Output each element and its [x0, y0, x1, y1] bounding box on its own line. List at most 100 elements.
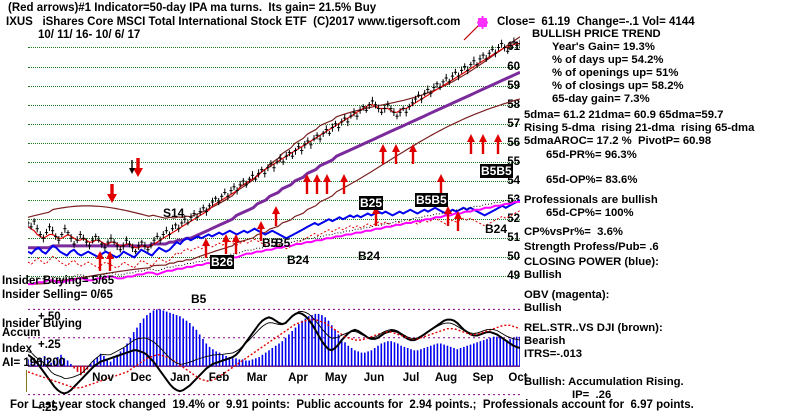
price-bars [28, 37, 520, 254]
lower-axis-minus25: -.25 [38, 402, 58, 414]
years-gain: Year's Gain= 19.3% [552, 41, 655, 53]
signal-label: B5 [275, 236, 291, 250]
closing-power-title: CLOSING POWER (blue): [524, 256, 659, 268]
x-axis-tick: Apr [288, 372, 308, 384]
gridline [28, 85, 520, 87]
x-axis-tick: Oct [508, 372, 528, 384]
accum-label-4: AI= 196/200 [2, 357, 65, 369]
signal-label: B24 [358, 249, 381, 263]
accum-label-2: Accum [2, 327, 41, 339]
y-axis-tick: 54 [507, 175, 520, 188]
obv-title: OBV (magenta): [524, 289, 610, 301]
op65: 65d-OP%= 83.6% [546, 174, 638, 186]
y-axis-tick: 51 [507, 232, 520, 245]
signal-label: B25 [359, 196, 384, 210]
gridline [28, 161, 520, 163]
gridline [28, 142, 520, 144]
aroc-pivot: 5dmaAROC= 17.2 % PivotP= 60.98 [524, 135, 712, 147]
openings-up: % of openings up= 51% [552, 67, 679, 79]
insider-selling-label: Insider Selling= 0/65 [2, 289, 113, 301]
days-up: % of days up= 54.2% [552, 54, 664, 66]
ma65-line [28, 70, 520, 250]
gridline [28, 257, 520, 259]
x-axis-tick: May [324, 372, 348, 384]
accum-label-3: Index [2, 343, 33, 355]
gridline [28, 276, 520, 278]
date-range-label: 10/ 11/ 16- 10/ 6/ 17 [38, 29, 141, 41]
x-axis-tick: Jun [363, 372, 385, 384]
cp-vs-pr: CP%vsPr%= 3.6% [524, 226, 623, 238]
relstr-title: REL.STR..VS DJI (brown): [524, 322, 663, 334]
axis-tick-left [26, 370, 27, 392]
x-axis-tick: Jan [170, 372, 190, 384]
y-axis-tick: 60 [507, 60, 520, 73]
pr65: 65d-PR%= 96.3% [546, 149, 637, 161]
x-axis-tick: Dec [130, 372, 152, 384]
gain-65day: 65-day gain= 7.3% [552, 93, 650, 105]
y-axis-tick: 49 [507, 270, 520, 283]
trend-title: BULLISH PRICE TREND [532, 28, 661, 40]
gridline [28, 219, 520, 221]
gridline [28, 66, 520, 68]
x-axis-tick: Aug [434, 372, 458, 384]
accumulation-bars [28, 309, 520, 376]
accum-overlay-black [28, 311, 520, 395]
signal-label: B26 [210, 255, 235, 269]
obv-line [28, 201, 520, 286]
symbol-and-name: IXUS iShares Core MSCI Total Internation… [6, 16, 460, 28]
lower-axis-plus25: +.25 [38, 339, 61, 351]
signal-label: B5 [262, 236, 278, 250]
y-axis-tick: 57 [507, 117, 520, 130]
closings-up: % of closings up= 58.2% [552, 80, 684, 92]
analysis-panel: BULLISH PRICE TREND Year's Gain= 19.3% %… [524, 28, 800, 401]
accumulation-index-canvas [28, 308, 520, 396]
y-axis-tick: 52 [507, 213, 520, 226]
strength-prof-pub: Strength Profess/Pub= .6 [524, 241, 659, 253]
accum-overlay-red [28, 318, 520, 389]
lower-axis-plus50: +.50 [38, 311, 61, 323]
gridline [28, 47, 520, 49]
ip-value: IP= .26 [572, 389, 612, 401]
x-axis-tick: Sep [472, 372, 494, 384]
closing-power-trendline [28, 210, 520, 269]
dma-values: 5dma= 61.2 21dma= 60.9 65dma=59.7 [524, 109, 724, 121]
accum-label-1: Insider Buying [2, 318, 82, 330]
cp65: 65d-CP%= 100% [546, 207, 634, 219]
y-axis-tick: 50 [507, 251, 520, 264]
price-series-canvas [28, 36, 520, 286]
gridline [28, 104, 520, 106]
indicator-headline: (Red arrows)#1 Indicator=50-day IPA ma t… [8, 2, 377, 14]
accum-overlay-thin [28, 310, 520, 379]
y-axis-tick: 56 [507, 136, 520, 149]
ma5-line [28, 42, 520, 249]
signal-label: B24 [287, 253, 310, 267]
price-chart[interactable]: 49 50 51 52 53 54 55 56 57 58 59 60 61 S14 B5 B26 B5 B5 B… [0, 36, 528, 414]
gridline [28, 181, 520, 183]
gridline [28, 238, 520, 240]
signal-label: S14 [163, 206, 185, 220]
insider-buying-label: Insider Buying= 5/65 [2, 275, 115, 287]
signal-label: B24 [485, 222, 508, 236]
gridline [28, 123, 520, 125]
y-axis-tick: 59 [507, 79, 520, 92]
cursor-marker-icon [463, 16, 488, 41]
x-axis-tick: Mar [246, 372, 268, 384]
quote-summary: Close= 61.19 Change=-.1 Vol= 4144 [497, 16, 695, 28]
symbol-label: IXUS [6, 16, 33, 28]
accumulation-note: Bullish: Accumulation Rising. [524, 376, 684, 388]
obv-trendline [28, 198, 520, 282]
footer-summary: For Last year stock changed 19.4% or 9.9… [10, 399, 694, 411]
x-axis-tick: Jul [402, 372, 420, 384]
closing-power-value: Bullish [524, 269, 562, 281]
relstr-value: Bearish [524, 335, 566, 347]
dma-rising: Rising 5-dma rising 21-dma rising 65-dma [524, 122, 755, 134]
signal-label: B5 [191, 292, 207, 306]
professionals-state: Professionals are bullish [524, 194, 658, 206]
x-axis-tick: Nov [92, 372, 114, 384]
signal-arrows [96, 134, 502, 271]
security-name: iShares Core MSCI Total International St… [42, 16, 461, 28]
gridline [28, 200, 520, 202]
signal-label: B5B5 [480, 164, 513, 178]
signal-label: B5B5 [415, 193, 448, 207]
x-axis-tick: Feb [208, 372, 230, 384]
